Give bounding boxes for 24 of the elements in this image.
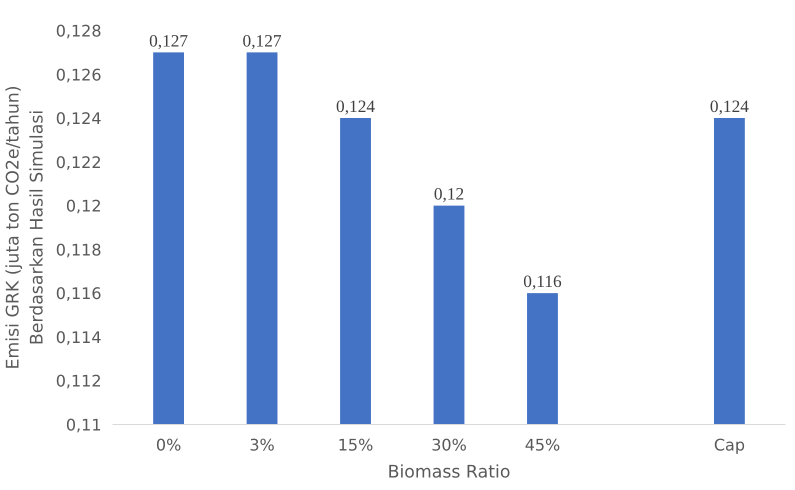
data-label: 0,127: [242, 31, 282, 50]
y-tick-label: 0,126: [56, 65, 102, 84]
x-tick-label: Cap: [714, 436, 745, 454]
y-tick-label: 0,118: [56, 240, 102, 260]
y-tick-label: 0,114: [56, 328, 102, 347]
y-tick-label: 0,12: [66, 196, 102, 216]
y-tick-label: 0,124: [56, 109, 102, 128]
x-tick-label: 0%: [156, 436, 182, 454]
data-label: 0,124: [336, 97, 376, 116]
y-axis-title: Emisi GRK (juta ton CO2e/tahun) Berdasarkan Hasil Simulasi: [4, 85, 48, 370]
y-tick-label: 0,128: [56, 22, 102, 40]
x-tick-label: 3%: [249, 436, 275, 454]
data-label: 0,127: [149, 31, 188, 50]
y-tick-label: 0,122: [56, 152, 102, 172]
data-label: 0,124: [710, 97, 750, 116]
x-axis-title: Biomass Ratio: [388, 462, 510, 482]
x-tick-label: 30%: [431, 436, 467, 454]
data-label: 0,116: [523, 272, 562, 292]
x-tick-label: 15%: [338, 436, 374, 454]
x-tick-label: 45%: [524, 436, 560, 454]
y-tick-label: 0,11: [66, 416, 102, 434]
data-label: 0,12: [434, 184, 464, 204]
y-tick-label: 0,116: [56, 284, 102, 304]
y-tick-label: 0,112: [56, 372, 102, 391]
